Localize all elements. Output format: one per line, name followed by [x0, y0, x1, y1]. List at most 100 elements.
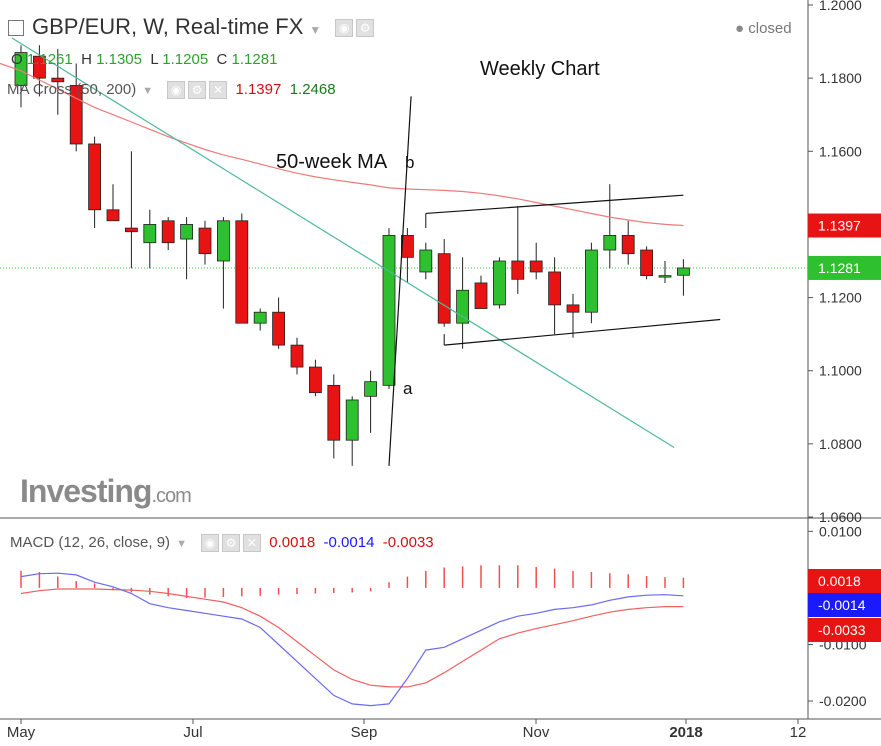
point-b-label: b — [405, 153, 415, 172]
high-value: 1.1305 — [96, 51, 142, 68]
macd-panel — [20, 565, 685, 707]
status-dot-icon: ● — [735, 20, 745, 37]
time-tick-label: 12 — [790, 724, 807, 741]
point-a-label: a — [403, 379, 413, 398]
ma-price-tag-bg — [808, 213, 881, 238]
time-tick-label: Sep — [351, 724, 378, 741]
eye-icon[interactable]: ◉ — [167, 81, 186, 100]
macd-label[interactable]: MACD (12, 26, close, 9) — [10, 534, 171, 551]
time-tick-label: Nov — [523, 724, 550, 741]
candle-body — [88, 143, 101, 211]
candle-body — [474, 282, 488, 309]
macd-tick-label: 0.0100 — [819, 523, 862, 539]
candle-body — [51, 77, 65, 83]
close-price-tag: 1.1281 — [818, 260, 861, 276]
macd-line — [20, 572, 684, 707]
trendline-a-b — [388, 96, 412, 466]
chart-title-row: GBP/EUR, W, Real-time FX ▼ ◉ ⚙ — [8, 14, 375, 40]
chevron-down-icon[interactable]: ▼ — [309, 23, 322, 37]
candle-body — [677, 267, 690, 276]
price-tick-label: 1.1600 — [819, 143, 862, 159]
open-value: 1.1261 — [26, 51, 73, 68]
candle-body — [382, 234, 396, 386]
macd-hist-tag-bg — [808, 569, 881, 593]
time-tick-label: Jul — [183, 724, 202, 741]
close-price-tag-bg — [808, 255, 881, 280]
candle-body — [585, 249, 598, 313]
close-label: C — [216, 51, 228, 68]
candle-body — [548, 271, 561, 306]
candle-body — [290, 344, 304, 368]
candle-body — [529, 260, 543, 273]
price-tick-label: 1.2000 — [819, 0, 862, 13]
investing-logo: Investing.com — [20, 473, 192, 510]
market-status: ● closed — [735, 20, 792, 37]
logo-text: Investing — [20, 473, 152, 509]
trendline-channel-bottom — [444, 318, 721, 346]
gear-icon[interactable]: ⚙ — [188, 81, 207, 100]
time-tick-label: 2018 — [669, 724, 702, 741]
eye-icon[interactable]: ◉ — [335, 19, 354, 38]
candle-body — [511, 260, 525, 280]
candle-body — [603, 234, 617, 251]
candle-body — [492, 260, 506, 306]
close-value: 1.1281 — [231, 51, 278, 68]
open-label: O — [11, 51, 23, 68]
macd-line-tag-bg — [808, 593, 881, 617]
ma-cross-label[interactable]: MA Cross (50, 200) — [7, 81, 137, 98]
weekly-chart-annotation: Weekly Chart — [480, 58, 600, 80]
collapse-icon[interactable] — [8, 20, 24, 37]
macd-line-tag: -0.0014 — [818, 597, 866, 613]
candle-body — [198, 227, 212, 255]
candle-body — [345, 399, 359, 441]
signal-line-tag-bg — [808, 618, 881, 642]
gear-icon[interactable]: ⚙ — [221, 534, 240, 553]
ma50-line — [0, 62, 684, 227]
candle-body — [327, 384, 341, 441]
price-tick-label: 1.1000 — [819, 363, 862, 379]
candle-body — [216, 220, 230, 262]
ma-price-tag: 1.1397 — [818, 218, 861, 234]
price-tick-label: 1.0600 — [819, 509, 862, 525]
macd-hist-tag: 0.0018 — [818, 573, 861, 589]
macd-value-3: -0.0033 — [382, 534, 434, 551]
chevron-down-icon[interactable]: ▼ — [176, 538, 187, 550]
candle-body — [658, 275, 672, 278]
close-icon[interactable]: ✕ — [209, 81, 228, 100]
macd-value-2: -0.0014 — [323, 534, 375, 551]
gear-icon[interactable]: ⚙ — [356, 19, 375, 38]
candle-body — [235, 220, 249, 324]
price-tick-label: 1.1200 — [819, 290, 862, 306]
candle-body — [621, 234, 635, 255]
close-icon[interactable]: ✕ — [242, 534, 261, 553]
logo-suffix: .com — [151, 485, 191, 507]
candle-body — [640, 249, 653, 277]
candle-body — [308, 366, 322, 394]
candle-body — [419, 249, 433, 273]
time-tick-label: May — [7, 724, 36, 741]
candle-body — [125, 227, 138, 233]
eye-icon[interactable]: ◉ — [200, 534, 219, 553]
candle-body — [566, 304, 580, 313]
ma-value-2: 1.2468 — [289, 81, 336, 98]
ma50-annotation: 50-week MA — [276, 151, 388, 173]
candle-body — [180, 224, 194, 240]
price-tick-label: 1.1800 — [819, 70, 862, 86]
macd-value-1: 0.0018 — [269, 534, 316, 551]
candles — [14, 45, 690, 466]
candle-body — [253, 311, 267, 324]
chart-title: GBP/EUR, W, Real-time FX — [32, 14, 304, 39]
ma-cross-row: MA Cross (50, 200) ▼ ◉ ⚙ ✕ 1.1397 1.2468 — [7, 81, 336, 100]
axes: 1.06001.08001.10001.12001.14001.16001.18… — [7, 0, 881, 741]
candle-body — [456, 289, 470, 324]
ma-value-1: 1.1397 — [235, 81, 282, 98]
candle-body — [33, 55, 46, 79]
ohlc-row: O 1.1261 H 1.1305 L 1.1205 C 1.1281 — [11, 51, 277, 68]
macd-tick-label: -0.0200 — [819, 693, 867, 709]
candle-body — [161, 220, 175, 244]
price-tick-label: 1.0800 — [819, 436, 862, 452]
chevron-down-icon[interactable]: ▼ — [142, 85, 154, 97]
